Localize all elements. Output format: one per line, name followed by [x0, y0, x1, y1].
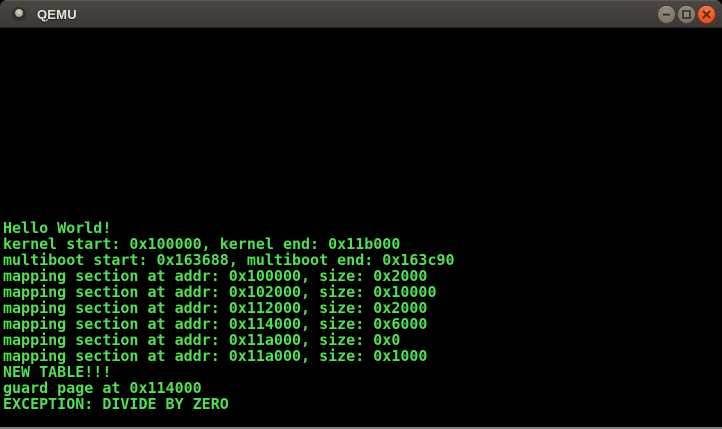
maximize-icon [682, 9, 691, 19]
terminal-line: kernel start: 0x100000, kernel end: 0x11… [3, 235, 401, 253]
titlebar[interactable]: QEMU [0, 0, 722, 28]
terminal-line: mapping section at addr: 0x11a000, size:… [3, 347, 428, 365]
window-sphere-icon [12, 7, 26, 21]
minimize-button[interactable] [657, 4, 676, 24]
minimize-icon [662, 13, 671, 16]
maximize-button[interactable] [677, 4, 696, 24]
terminal-line: mapping section at addr: 0x11a000, size:… [3, 331, 401, 349]
terminal-line: mapping section at addr: 0x100000, size:… [3, 267, 428, 285]
pixel-artifact [41, 17, 43, 19]
terminal-line: guard page at 0x114000 [3, 379, 202, 397]
terminal-line: mapping section at addr: 0x112000, size:… [3, 299, 428, 317]
terminal-output: Hello World! kernel start: 0x100000, kern… [3, 220, 455, 412]
window-title: QEMU [37, 6, 77, 22]
close-icon [702, 9, 711, 19]
terminal-line: EXCEPTION: DIVIDE BY ZERO [3, 395, 229, 413]
terminal-line: mapping section at addr: 0x114000, size:… [3, 315, 428, 333]
close-button[interactable] [697, 4, 716, 24]
window-controls [657, 4, 716, 24]
window-bottom-border [0, 427, 722, 429]
vm-display[interactable]: Hello World! kernel start: 0x100000, kern… [0, 28, 722, 427]
terminal-line: Hello World! [3, 219, 112, 237]
terminal-line: NEW TABLE!!! [3, 363, 112, 381]
terminal-line: mapping section at addr: 0x102000, size:… [3, 283, 437, 301]
terminal-line: multiboot start: 0x163688, multiboot end… [3, 251, 455, 269]
